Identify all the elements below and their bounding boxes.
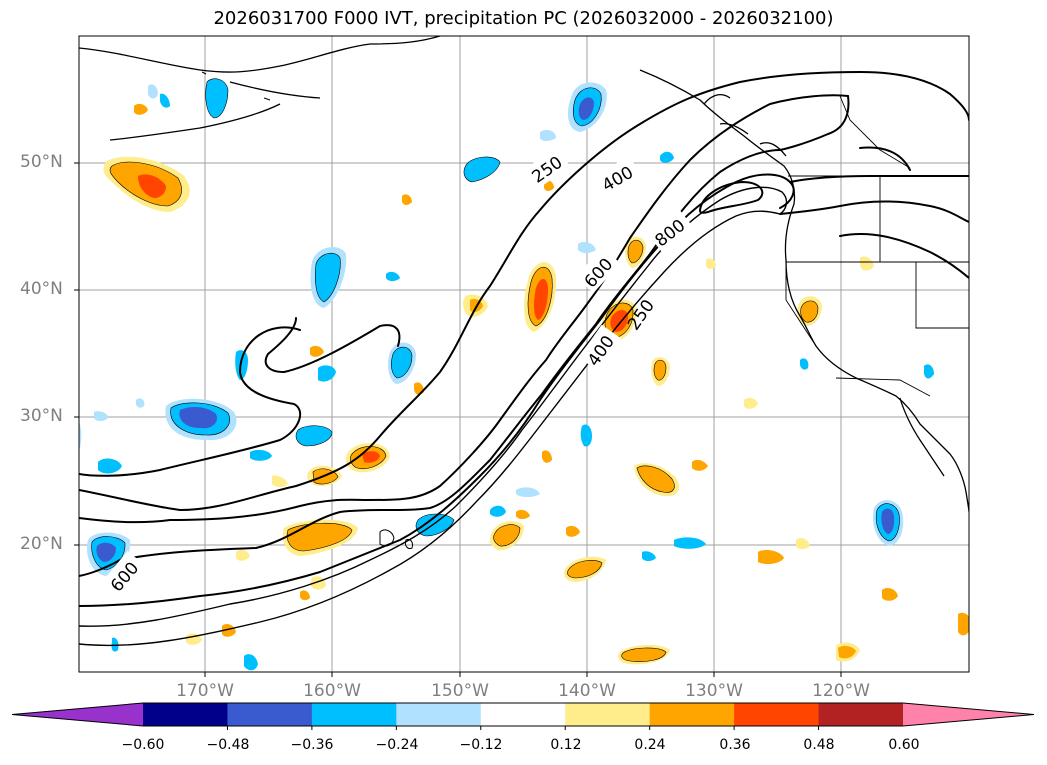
colorbar-tick-label: 0.12 xyxy=(550,737,582,753)
colorbar-segment xyxy=(396,703,482,726)
lat-label-30n: 30°N xyxy=(20,406,63,426)
north-america-west-coast xyxy=(639,69,969,513)
map-frame xyxy=(78,35,970,673)
colorbar-segment xyxy=(311,703,397,726)
colorbar-segment xyxy=(734,703,820,726)
ivt-contours xyxy=(79,71,969,647)
islands xyxy=(201,71,413,549)
colorbar-segment xyxy=(818,703,904,726)
colorbar-tick-label: −0.36 xyxy=(290,737,334,753)
precip-positive-blob xyxy=(345,443,390,473)
colorbar-extend-max xyxy=(903,703,1034,726)
colorbar-tick-label: −0.12 xyxy=(459,737,503,753)
map-title: 2026031700 F000 IVT, precipitation PC (2… xyxy=(213,8,834,29)
colorbar-segment xyxy=(565,703,651,726)
lat-label-20n: 20°N xyxy=(20,534,63,554)
colorbar-outline xyxy=(11,702,1035,727)
precip-positive-blob xyxy=(651,357,670,386)
precip-positive-blob xyxy=(625,236,646,268)
lon-label-120w: 120°W xyxy=(812,681,870,701)
colorbar-tick-label: −0.60 xyxy=(121,737,165,753)
precip-positive-blob xyxy=(490,521,524,551)
colorbar-tick-label: −0.24 xyxy=(375,737,419,753)
colorbar-tick-label: 0.24 xyxy=(634,737,666,753)
colorbar-tick-label: 0.60 xyxy=(888,737,920,753)
colorbar xyxy=(11,702,1035,730)
lon-label-140w: 140°W xyxy=(558,681,616,701)
precip-positive-blob xyxy=(634,463,680,497)
colorbar-segment xyxy=(143,703,228,726)
precip-negative-blob xyxy=(310,247,347,308)
ivt-contour-400 xyxy=(79,94,849,524)
colorbar-segment xyxy=(227,703,313,726)
colorbar-segment xyxy=(649,703,735,726)
baja-coastline xyxy=(899,397,945,477)
lon-label-170w: 170°W xyxy=(176,681,234,701)
precip-positive-blob xyxy=(524,262,557,332)
precip-negative-blob xyxy=(872,500,904,546)
alaska-coastline xyxy=(79,36,441,73)
precip-negative-blob xyxy=(165,398,237,441)
ivt-contour-250-loop2 xyxy=(264,317,401,373)
lon-label-130w: 130°W xyxy=(685,681,743,701)
axis-ticks xyxy=(74,162,842,677)
precip-positive-blob xyxy=(564,556,606,582)
political-borders xyxy=(785,95,969,397)
precip-positive-blob xyxy=(797,296,822,326)
coastlines xyxy=(79,36,969,513)
lat-label-40n: 40°N xyxy=(20,279,63,299)
precip-negative-blob xyxy=(388,342,416,384)
ivt-contour-inner-loop xyxy=(699,181,764,214)
colorbar-extend-min xyxy=(12,703,143,726)
map-background xyxy=(79,36,969,672)
precip-negative-blob xyxy=(205,78,229,119)
colorbar-tick-label: −0.48 xyxy=(206,737,250,753)
precip-negative-blob xyxy=(567,82,607,132)
precip-negative-blob xyxy=(295,425,333,447)
precip-negative-blob xyxy=(463,156,501,183)
lat-label-50n: 50°N xyxy=(20,152,63,172)
colorbar-tick-label: 0.48 xyxy=(803,737,835,753)
ivt-contour-250 xyxy=(79,71,969,511)
colorbar-tick-label: 0.36 xyxy=(719,737,751,753)
lon-label-150w: 150°W xyxy=(431,681,489,701)
precip-positive-blob xyxy=(618,644,670,665)
lon-label-160w: 160°W xyxy=(303,681,361,701)
ivt-contour-250-inner-loop xyxy=(79,326,302,477)
colorbar-segment xyxy=(480,703,566,726)
precip-positive-blob xyxy=(103,156,190,212)
precip-negative-blob xyxy=(79,84,934,671)
